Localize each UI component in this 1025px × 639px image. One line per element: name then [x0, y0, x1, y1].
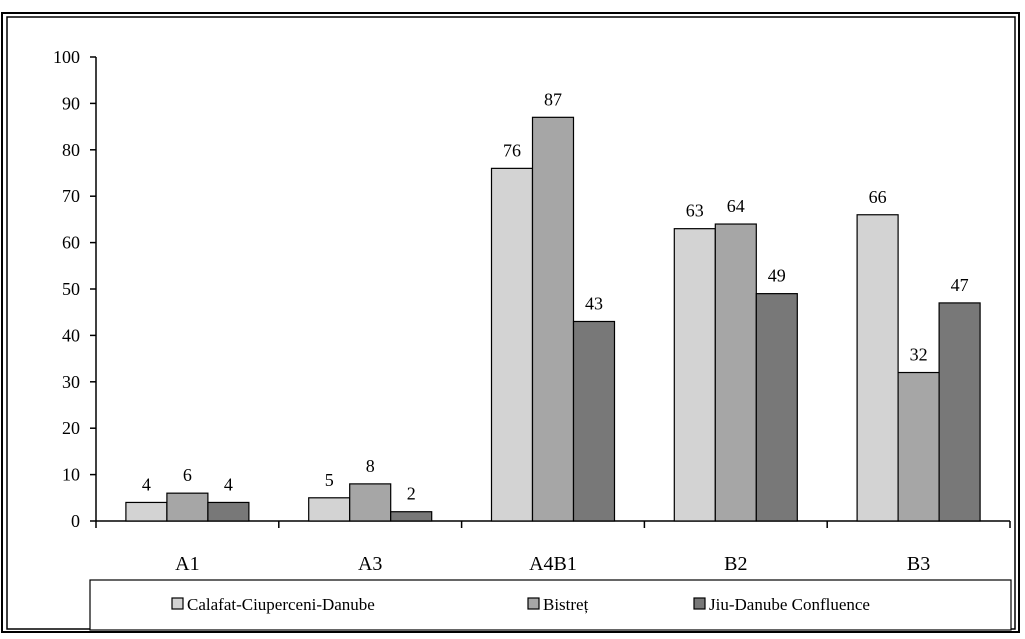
data-label: 64: [727, 196, 745, 216]
chart-frame-outer: [1, 12, 1020, 633]
legend-label-3: Jiu-Danube Confluence: [709, 595, 870, 614]
data-label: 8: [366, 456, 375, 476]
bars: [125, 116, 981, 522]
y-tick-label: 70: [62, 186, 80, 206]
bar-a4b1-series-3: [572, 320, 616, 522]
y-tick-label: 60: [62, 233, 80, 253]
bar-a4b1-series-2: [531, 116, 575, 522]
bar-a3-series-1: [308, 497, 351, 522]
bar-b2-series-1: [673, 228, 716, 522]
y-tick-label: 80: [62, 140, 80, 160]
bar-a4b1-series-1: [490, 167, 534, 522]
legend-swatch-3: [693, 597, 706, 610]
data-label: 6: [183, 465, 192, 485]
data-label: 4: [224, 474, 233, 494]
bar-a3-series-3: [390, 511, 433, 522]
data-label: 32: [910, 345, 928, 365]
x-category-label: B2: [724, 553, 747, 575]
bar-a1-series-1: [125, 501, 168, 522]
bar-b3-series-1: [856, 214, 899, 522]
y-tick-label: 0: [71, 511, 80, 531]
x-category-label: B3: [907, 553, 930, 575]
y-tick-label: 30: [62, 372, 80, 392]
bar-a3-series-2: [349, 483, 392, 522]
y-tick-label: 10: [62, 465, 80, 485]
data-label: 5: [325, 470, 334, 490]
data-label: 66: [869, 187, 887, 207]
data-label: 2: [407, 484, 416, 504]
y-tick-label: 20: [62, 418, 80, 438]
data-label: 76: [503, 140, 521, 160]
y-tick-label: 50: [62, 279, 80, 299]
y-tick-label: 40: [62, 325, 80, 345]
x-category-label: A4B1: [529, 553, 577, 575]
bar-b3-series-3: [938, 302, 981, 522]
legend-swatch-1: [171, 597, 184, 610]
bar-a1-series-3: [207, 501, 250, 522]
bar-b2-series-2: [714, 223, 757, 522]
data-label: 47: [951, 275, 969, 295]
legend-label-2: Bistreț: [543, 595, 589, 614]
data-label: 4: [142, 474, 151, 494]
legend-label-1: Calafat-Ciuperceni-Danube: [187, 595, 375, 614]
x-category-label: A3: [358, 553, 382, 575]
bar-a1-series-2: [166, 492, 209, 522]
legend-box: [89, 579, 1012, 631]
legend: Calafat-Ciuperceni-Danube Bistreț Jiu-Danu…: [89, 579, 1012, 631]
data-label: 63: [686, 201, 704, 221]
x-category-label: A1: [175, 553, 199, 575]
legend-swatch-2: [527, 597, 540, 610]
y-tick-label: 100: [53, 47, 80, 67]
bar-b3-series-2: [897, 371, 940, 522]
data-label: 87: [544, 89, 562, 109]
bar-b2-series-3: [755, 293, 798, 522]
data-label: 43: [585, 293, 603, 313]
y-tick-label: 90: [62, 93, 80, 113]
data-label: 49: [768, 266, 786, 286]
